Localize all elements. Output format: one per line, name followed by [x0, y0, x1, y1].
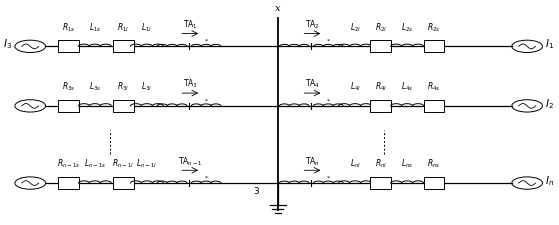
Bar: [113, 100, 134, 112]
Text: $L_{4l}$: $L_{4l}$: [349, 81, 361, 93]
Text: *: *: [326, 39, 330, 44]
Text: $I_{n}$: $I_{n}$: [545, 174, 555, 188]
Bar: [58, 100, 79, 112]
Text: $\mathrm{TA_3}$: $\mathrm{TA_3}$: [183, 78, 198, 90]
Text: $\mathrm{TA_4}$: $\mathrm{TA_4}$: [305, 78, 320, 90]
Text: $\mathrm{TA_n}$: $\mathrm{TA_n}$: [305, 155, 320, 168]
Text: $R_{2l}$: $R_{2l}$: [375, 21, 387, 34]
Bar: [371, 40, 391, 52]
Text: $L_{nl}$: $L_{nl}$: [349, 158, 361, 170]
Text: $R_{1l}$: $R_{1l}$: [117, 21, 130, 34]
Text: $R_{4s}$: $R_{4s}$: [427, 81, 440, 93]
Bar: [113, 40, 134, 52]
Text: $L_{1l}$: $L_{1l}$: [141, 21, 153, 34]
Text: $R_{n-1l}$: $R_{n-1l}$: [112, 158, 134, 170]
Bar: [371, 100, 391, 112]
Text: $\mathrm{TA_1}$: $\mathrm{TA_1}$: [183, 18, 198, 31]
Text: $L_{4s}$: $L_{4s}$: [401, 81, 413, 93]
Bar: [424, 177, 444, 189]
Text: *: *: [326, 176, 330, 181]
Bar: [58, 40, 79, 52]
Bar: [424, 100, 444, 112]
Text: *: *: [326, 98, 330, 104]
Text: $R_{nl}$: $R_{nl}$: [375, 158, 387, 170]
Text: $R_{n-1s}$: $R_{n-1s}$: [57, 158, 80, 170]
Text: $L_{3l}$: $L_{3l}$: [141, 81, 153, 93]
Text: $I_{2}$: $I_{2}$: [545, 97, 554, 110]
Text: x: x: [275, 4, 281, 13]
Text: $I_{1}$: $I_{1}$: [545, 37, 554, 51]
Text: $L_{2s}$: $L_{2s}$: [401, 21, 413, 34]
Text: $R_{3s}$: $R_{3s}$: [62, 81, 75, 93]
Text: $R_{2s}$: $R_{2s}$: [427, 21, 440, 34]
Text: 3: 3: [253, 187, 259, 196]
Text: $R_{ns}$: $R_{ns}$: [427, 158, 440, 170]
Bar: [113, 177, 134, 189]
Text: $I_{3}$: $I_{3}$: [3, 37, 12, 51]
Text: $R_{4l}$: $R_{4l}$: [375, 81, 387, 93]
Text: $L_{n-1s}$: $L_{n-1s}$: [84, 158, 106, 170]
Text: $\mathrm{TA_2}$: $\mathrm{TA_2}$: [305, 18, 320, 31]
Text: *: *: [205, 98, 207, 104]
Text: $L_{1s}$: $L_{1s}$: [89, 21, 101, 34]
Bar: [424, 40, 444, 52]
Text: $L_{3s}$: $L_{3s}$: [89, 81, 101, 93]
Text: $L_{n-1l}$: $L_{n-1l}$: [136, 158, 158, 170]
Text: $L_{2l}$: $L_{2l}$: [349, 21, 361, 34]
Text: $L_{ns}$: $L_{ns}$: [401, 158, 413, 170]
Text: *: *: [205, 39, 207, 44]
Bar: [371, 177, 391, 189]
Text: $R_{1s}$: $R_{1s}$: [62, 21, 75, 34]
Text: *: *: [205, 176, 207, 181]
Bar: [58, 177, 79, 189]
Text: $\mathrm{TA_{n-1}}$: $\mathrm{TA_{n-1}}$: [178, 155, 202, 168]
Text: $R_{3l}$: $R_{3l}$: [117, 81, 130, 93]
